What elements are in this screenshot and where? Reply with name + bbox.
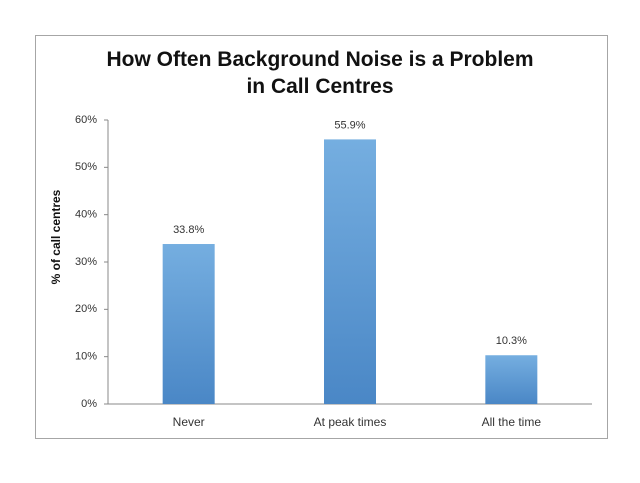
y-tick-label: 30%	[75, 256, 97, 268]
x-tick-label: At peak times	[314, 415, 387, 429]
value-label: 33.8%	[173, 224, 204, 236]
y-axis-label: % of call centres	[49, 189, 63, 284]
chart-title: How Often Background Noise is a Problem …	[106, 48, 534, 98]
y-tick-label: 40%	[75, 209, 97, 221]
bar	[162, 244, 215, 404]
y-tick-label: 10%	[75, 351, 97, 363]
y-tick-label: 20%	[75, 303, 97, 315]
bar	[324, 139, 376, 404]
x-tick-label: Never	[173, 415, 205, 429]
x-tick-label: All the time	[482, 415, 542, 429]
bar	[485, 355, 538, 404]
value-label: 55.9%	[334, 119, 365, 131]
y-tick-label: 50%	[75, 161, 97, 173]
y-tick-label: 0%	[81, 398, 97, 410]
value-label: 10.3%	[496, 335, 527, 347]
y-tick-label: 60%	[75, 114, 97, 126]
